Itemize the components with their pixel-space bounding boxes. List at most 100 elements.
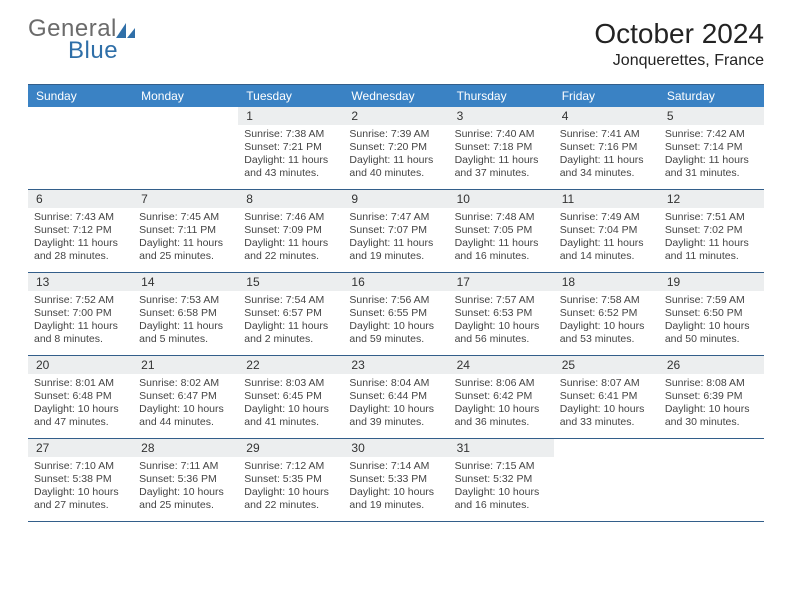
sunrise-line: Sunrise: 8:01 AM	[34, 377, 127, 390]
daylight-line: and 14 minutes.	[560, 250, 653, 263]
day-details: Sunrise: 7:56 AMSunset: 6:55 PMDaylight:…	[349, 294, 442, 347]
sunset-line: Sunset: 6:42 PM	[455, 390, 548, 403]
day-details: Sunrise: 7:51 AMSunset: 7:02 PMDaylight:…	[665, 211, 758, 264]
day-cell: 29Sunrise: 7:12 AMSunset: 5:35 PMDayligh…	[238, 439, 343, 521]
daylight-line: and 40 minutes.	[349, 167, 442, 180]
sunrise-line: Sunrise: 8:07 AM	[560, 377, 653, 390]
daylight-line: Daylight: 10 hours	[139, 486, 232, 499]
page: GeneralBlue October 2024 Jonquerettes, F…	[0, 0, 792, 532]
sunrise-line: Sunrise: 7:43 AM	[34, 211, 127, 224]
daylight-line: Daylight: 10 hours	[455, 320, 548, 333]
daylight-line: Daylight: 10 hours	[560, 403, 653, 416]
daylight-line: and 37 minutes.	[455, 167, 548, 180]
sunrise-line: Sunrise: 7:49 AM	[560, 211, 653, 224]
day-cell: 25Sunrise: 8:07 AMSunset: 6:41 PMDayligh…	[554, 356, 659, 438]
daylight-line: and 11 minutes.	[665, 250, 758, 263]
daylight-line: Daylight: 10 hours	[665, 403, 758, 416]
day-number: 28	[133, 439, 238, 457]
page-title: October 2024	[594, 18, 764, 50]
sunrise-line: Sunrise: 7:11 AM	[139, 460, 232, 473]
day-number: 23	[343, 356, 448, 374]
sunrise-line: Sunrise: 8:02 AM	[139, 377, 232, 390]
daylight-line: Daylight: 10 hours	[455, 403, 548, 416]
day-number: 7	[133, 190, 238, 208]
sunrise-line: Sunrise: 7:51 AM	[665, 211, 758, 224]
day-details: Sunrise: 7:15 AMSunset: 5:32 PMDaylight:…	[455, 460, 548, 513]
day-number: 29	[238, 439, 343, 457]
daylight-line: and 22 minutes.	[244, 499, 337, 512]
daylight-line: and 39 minutes.	[349, 416, 442, 429]
sunset-line: Sunset: 7:04 PM	[560, 224, 653, 237]
sunrise-line: Sunrise: 8:04 AM	[349, 377, 442, 390]
daylight-line: Daylight: 10 hours	[560, 320, 653, 333]
daylight-line: Daylight: 10 hours	[139, 403, 232, 416]
sunset-line: Sunset: 5:33 PM	[349, 473, 442, 486]
day-details: Sunrise: 7:14 AMSunset: 5:33 PMDaylight:…	[349, 460, 442, 513]
day-cell: 5Sunrise: 7:42 AMSunset: 7:14 PMDaylight…	[659, 107, 764, 189]
empty-cell	[133, 107, 238, 189]
day-number: 15	[238, 273, 343, 291]
sunset-line: Sunset: 7:12 PM	[34, 224, 127, 237]
daylight-line: and 33 minutes.	[560, 416, 653, 429]
day-details: Sunrise: 7:43 AMSunset: 7:12 PMDaylight:…	[34, 211, 127, 264]
day-cell: 21Sunrise: 8:02 AMSunset: 6:47 PMDayligh…	[133, 356, 238, 438]
day-details: Sunrise: 7:46 AMSunset: 7:09 PMDaylight:…	[244, 211, 337, 264]
empty-cell	[554, 439, 659, 521]
day-number: 31	[449, 439, 554, 457]
day-cell: 19Sunrise: 7:59 AMSunset: 6:50 PMDayligh…	[659, 273, 764, 355]
day-cell: 6Sunrise: 7:43 AMSunset: 7:12 PMDaylight…	[28, 190, 133, 272]
daylight-line: Daylight: 11 hours	[34, 320, 127, 333]
day-details: Sunrise: 7:48 AMSunset: 7:05 PMDaylight:…	[455, 211, 548, 264]
daylight-line: and 41 minutes.	[244, 416, 337, 429]
day-number: 27	[28, 439, 133, 457]
day-cell: 9Sunrise: 7:47 AMSunset: 7:07 PMDaylight…	[343, 190, 448, 272]
day-cell: 2Sunrise: 7:39 AMSunset: 7:20 PMDaylight…	[343, 107, 448, 189]
day-details: Sunrise: 7:11 AMSunset: 5:36 PMDaylight:…	[139, 460, 232, 513]
brand-logo: GeneralBlue	[28, 18, 137, 61]
daylight-line: and 50 minutes.	[665, 333, 758, 346]
daylight-line: and 25 minutes.	[139, 499, 232, 512]
sunset-line: Sunset: 6:55 PM	[349, 307, 442, 320]
weekday-header: Sunday Monday Tuesday Wednesday Thursday…	[28, 85, 764, 107]
daylight-line: Daylight: 11 hours	[244, 237, 337, 250]
day-details: Sunrise: 7:59 AMSunset: 6:50 PMDaylight:…	[665, 294, 758, 347]
sunrise-line: Sunrise: 7:10 AM	[34, 460, 127, 473]
day-cell: 12Sunrise: 7:51 AMSunset: 7:02 PMDayligh…	[659, 190, 764, 272]
day-details: Sunrise: 7:54 AMSunset: 6:57 PMDaylight:…	[244, 294, 337, 347]
weekday-label: Sunday	[28, 85, 133, 107]
daylight-line: and 2 minutes.	[244, 333, 337, 346]
daylight-line: and 44 minutes.	[139, 416, 232, 429]
daylight-line: and 25 minutes.	[139, 250, 232, 263]
day-details: Sunrise: 7:38 AMSunset: 7:21 PMDaylight:…	[244, 128, 337, 181]
sunrise-line: Sunrise: 7:54 AM	[244, 294, 337, 307]
day-cell: 20Sunrise: 8:01 AMSunset: 6:48 PMDayligh…	[28, 356, 133, 438]
daylight-line: Daylight: 10 hours	[665, 320, 758, 333]
sunrise-line: Sunrise: 7:45 AM	[139, 211, 232, 224]
sunset-line: Sunset: 7:11 PM	[139, 224, 232, 237]
daylight-line: Daylight: 10 hours	[244, 403, 337, 416]
daylight-line: and 19 minutes.	[349, 499, 442, 512]
sunset-line: Sunset: 6:45 PM	[244, 390, 337, 403]
day-details: Sunrise: 7:53 AMSunset: 6:58 PMDaylight:…	[139, 294, 232, 347]
daylight-line: Daylight: 11 hours	[244, 154, 337, 167]
day-cell: 17Sunrise: 7:57 AMSunset: 6:53 PMDayligh…	[449, 273, 554, 355]
daylight-line: Daylight: 11 hours	[244, 320, 337, 333]
sunset-line: Sunset: 7:20 PM	[349, 141, 442, 154]
sunrise-line: Sunrise: 7:38 AM	[244, 128, 337, 141]
week-row: 13Sunrise: 7:52 AMSunset: 7:00 PMDayligh…	[28, 273, 764, 356]
day-number: 17	[449, 273, 554, 291]
weekday-label: Tuesday	[238, 85, 343, 107]
sunrise-line: Sunrise: 8:06 AM	[455, 377, 548, 390]
day-details: Sunrise: 8:06 AMSunset: 6:42 PMDaylight:…	[455, 377, 548, 430]
day-number: 8	[238, 190, 343, 208]
daylight-line: Daylight: 10 hours	[34, 486, 127, 499]
day-cell: 7 Sunrise: 7:45 AMSunset: 7:11 PMDaylight…	[133, 190, 238, 272]
daylight-line: Daylight: 11 hours	[665, 237, 758, 250]
daylight-line: Daylight: 11 hours	[139, 237, 232, 250]
sunset-line: Sunset: 6:53 PM	[455, 307, 548, 320]
daylight-line: and 47 minutes.	[34, 416, 127, 429]
day-details: Sunrise: 7:10 AMSunset: 5:38 PMDaylight:…	[34, 460, 127, 513]
day-details: Sunrise: 8:03 AMSunset: 6:45 PMDaylight:…	[244, 377, 337, 430]
brand-part2: Blue	[28, 40, 137, 62]
day-number: 14	[133, 273, 238, 291]
